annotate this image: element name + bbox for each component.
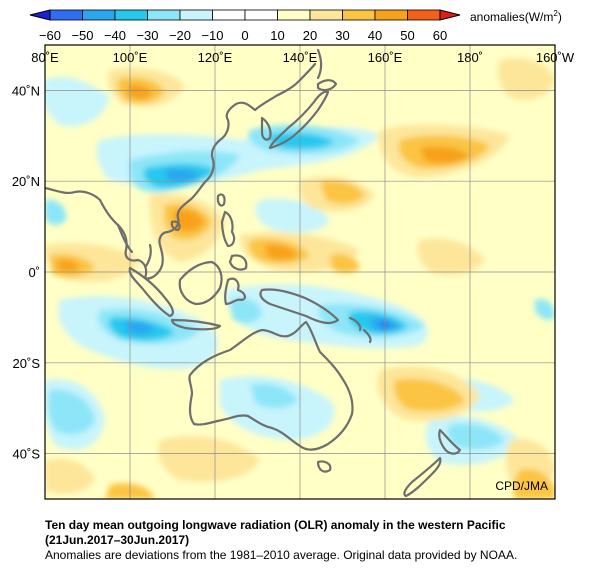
coast-asia-mainland: [45, 62, 317, 280]
colorbar-cell: [212, 9, 246, 21]
anomaly-blob: [513, 468, 555, 499]
anomaly-blob: [250, 383, 298, 409]
colorbar-tick-label: −60: [39, 28, 61, 43]
colorbar-cell: [407, 9, 441, 21]
colorbar-cell: [309, 9, 343, 21]
latitude-label: 20˚S: [13, 356, 41, 371]
coast-japan-hokkaido: [316, 79, 338, 92]
coast-new-guinea: [259, 288, 340, 325]
colorbar-cell: [277, 9, 311, 21]
coast-korea: [260, 116, 272, 141]
coast-philippines-mindanao: [228, 254, 248, 271]
anomaly-blob: [535, 299, 555, 320]
anomaly-blob: [498, 58, 555, 100]
longitude-label: 120˚E: [198, 50, 233, 65]
anomaly-blob: [417, 238, 485, 275]
anomaly-blob: [320, 180, 365, 204]
colorbar-tick-label: −30: [136, 28, 158, 43]
latitude-label: 40˚N: [12, 83, 40, 98]
colorbar-cell: [342, 9, 376, 21]
longitude-label: 80˚E: [31, 50, 59, 65]
colorbar: −60 −50 −40 −30 −20 −10 0 10 20 30 40 50 60 anomalie…: [29, 9, 562, 43]
anomaly-blob: [57, 259, 80, 272]
colorbar-units: anomalies(W/m2): [470, 9, 562, 24]
coast-sumatra: [128, 266, 174, 318]
anomaly-blob: [47, 389, 95, 435]
coast-japan-honshu: [268, 90, 330, 150]
map-panel: 80˚E 100˚E 120˚E 140˚E 160˚E 180˚ 160˚W 40˚N 20…: [12, 44, 575, 500]
colorbar-tick-labels: −60 −50 −40 −30 −20 −10 0 10 20 30 40 50 60: [39, 28, 447, 43]
colorbar-tick-label: 20: [303, 28, 317, 43]
anomaly-blob: [268, 132, 335, 150]
colorbar-cell: [147, 9, 181, 21]
colorbar-tick-label: 40: [368, 28, 382, 43]
coast-indochina: [116, 223, 152, 268]
colorbar-tick-label: 30: [335, 28, 349, 43]
longitude-label: 180˚: [457, 50, 483, 65]
anomaly-blob: [330, 254, 360, 273]
coast-australia: [188, 320, 354, 451]
longitude-label: 160˚E: [368, 50, 403, 65]
coast-taiwan: [216, 193, 226, 207]
latitude-label: 40˚S: [13, 447, 41, 462]
colorbar-tick-label: −20: [169, 28, 191, 43]
anomaly-blob: [125, 321, 155, 334]
coast-borneo: [178, 260, 223, 306]
colorbar-cell: [82, 9, 116, 21]
colorbar-tick-label: −40: [104, 28, 126, 43]
anomaly-blob: [265, 244, 298, 261]
colorbar-tick-label: −50: [71, 28, 93, 43]
coast-new-zealand-south: [403, 456, 442, 498]
credit-label: CPD/JMA: [495, 479, 548, 493]
anomaly-blob: [158, 436, 260, 482]
anomaly-blob: [128, 84, 153, 100]
coast-new-zealand-north: [438, 428, 462, 455]
colorbar-tick-label: 60: [433, 28, 447, 43]
anomaly-blob: [45, 458, 95, 494]
coast-solomon: [348, 316, 372, 344]
longitude-label: 140˚E: [283, 50, 318, 65]
caption-period: (21Jun.2017–30Jun.2017): [45, 533, 190, 547]
coast-philippines-luzon: [220, 210, 236, 248]
coastlines: [45, 48, 462, 498]
anomaly-blob: [45, 77, 110, 127]
colorbar-left-arrow: [29, 9, 51, 21]
colorbar-tick-label: 0: [241, 28, 248, 43]
anomaly-blob: [173, 209, 204, 232]
longitude-label: 100˚E: [113, 50, 148, 65]
colorbar-cell: [114, 9, 148, 21]
colorbar-tick-label: −10: [201, 28, 223, 43]
coast-tasmania: [316, 460, 332, 473]
longitude-labels: 80˚E 100˚E 120˚E 140˚E 160˚E 180˚ 160˚W: [31, 50, 575, 65]
anomaly-blob: [447, 423, 505, 450]
latitude-label: 0˚: [28, 265, 40, 280]
colorbar-cell: [179, 9, 213, 21]
anomaly-blob: [165, 169, 200, 182]
colorbar-cell: [374, 9, 408, 21]
anomaly-blob: [45, 199, 67, 226]
coast-hainan: [170, 220, 181, 232]
longitude-label: 160˚W: [536, 50, 575, 65]
colorbar-right-arrow: [439, 9, 461, 21]
colorbar-cell: [49, 9, 83, 21]
colorbar-tick-label: 50: [400, 28, 414, 43]
colorbar-cell: [244, 9, 278, 21]
map-frame: [44, 44, 556, 500]
anomaly-blob: [393, 378, 465, 412]
caption-title: Ten day mean outgoing longwave radiation…: [45, 518, 506, 532]
latitude-labels: 40˚N 20˚N 0˚ 20˚S 40˚S: [12, 83, 41, 461]
coast-sakhalin: [316, 48, 323, 80]
coast-sulawesi: [224, 277, 247, 306]
coast-java: [170, 318, 222, 331]
gridlines: [45, 45, 555, 499]
caption-note: Anomalies are deviations from the 1981–2…: [45, 548, 518, 562]
colorbar-tick-label: 10: [270, 28, 284, 43]
anomaly-blob: [420, 146, 470, 164]
anomaly-blob: [230, 298, 262, 324]
colorbar-cells: [49, 9, 441, 21]
latitude-label: 20˚N: [12, 174, 40, 189]
